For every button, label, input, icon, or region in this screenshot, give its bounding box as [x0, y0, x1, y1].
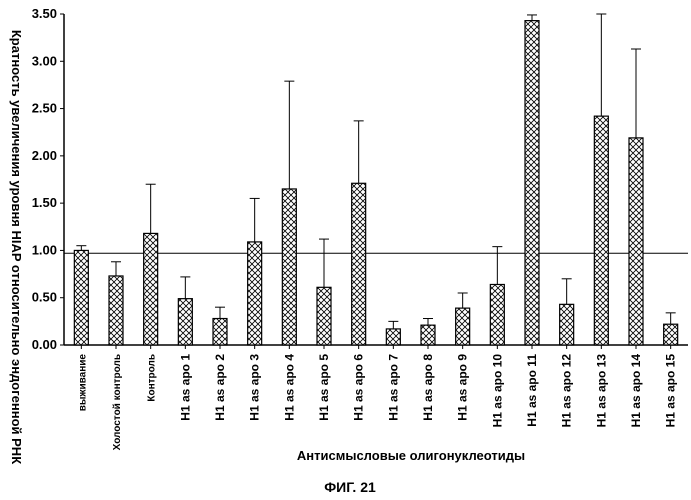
x-category-label: H1 as apo 8 — [421, 354, 435, 421]
bar — [594, 116, 608, 345]
x-category-label: H1 as apo 4 — [282, 354, 296, 421]
y-axis-title: Кратность увеличения уровня HIAP относит… — [9, 30, 24, 464]
figure-caption: ФИГ. 21 — [324, 479, 376, 495]
y-tick-label: 0.50 — [32, 290, 57, 305]
x-category-label: H1 as apo 15 — [664, 354, 678, 428]
x-category-label: H1 as apo 7 — [386, 354, 400, 421]
y-tick-label: 0.00 — [32, 337, 57, 352]
y-tick-label: 2.00 — [32, 148, 57, 163]
bar — [386, 329, 400, 345]
bar — [282, 189, 296, 345]
x-category-label: H1 as apo 3 — [248, 354, 262, 421]
x-category-label: H1 as apo 5 — [317, 354, 331, 421]
bar — [248, 242, 262, 345]
bar — [456, 308, 470, 345]
x-category-label: H1 as apo 6 — [352, 354, 366, 421]
y-tick-label: 1.00 — [32, 242, 57, 257]
x-category-label: H1 as apo 14 — [629, 354, 643, 428]
y-tick-label: 2.50 — [32, 101, 57, 116]
x-category-label: Холостой контроль — [112, 354, 123, 450]
x-category-label: H1 as apo 13 — [594, 354, 608, 428]
bar — [317, 287, 331, 345]
x-axis-title: Антисмысловые олигонуклеотиды — [297, 448, 525, 463]
bar — [560, 304, 574, 345]
x-category-label: H1 as apo 12 — [560, 354, 574, 428]
x-category-label: выживание — [77, 354, 88, 412]
y-tick-label: 3.50 — [32, 6, 57, 21]
y-tick-label: 3.00 — [32, 53, 57, 68]
bar — [213, 319, 227, 345]
x-category-label: H1 as apo 1 — [178, 354, 192, 421]
x-axis: выживание Холостой контроль Контроль H1 as … — [77, 345, 677, 450]
bar — [74, 250, 88, 345]
bar — [421, 325, 435, 345]
bar — [109, 276, 123, 345]
x-category-label: Контроль — [147, 354, 158, 402]
bar — [178, 299, 192, 345]
bar — [352, 183, 366, 345]
bar — [629, 138, 643, 345]
x-category-label: H1 as apo 9 — [456, 354, 470, 421]
bars — [74, 14, 677, 345]
bar — [144, 233, 158, 345]
x-category-label: H1 as apo 10 — [490, 354, 504, 428]
bar — [664, 324, 678, 345]
x-category-label: H1 as apo 2 — [213, 354, 227, 421]
bar — [525, 21, 539, 345]
y-tick-label: 1.50 — [32, 195, 57, 210]
y-axis: 0.00 0.50 1.00 1.50 2.00 2.50 3.00 3.50 — [32, 6, 64, 352]
x-category-label: H1 as apo 11 — [525, 354, 539, 427]
bar — [490, 284, 504, 345]
